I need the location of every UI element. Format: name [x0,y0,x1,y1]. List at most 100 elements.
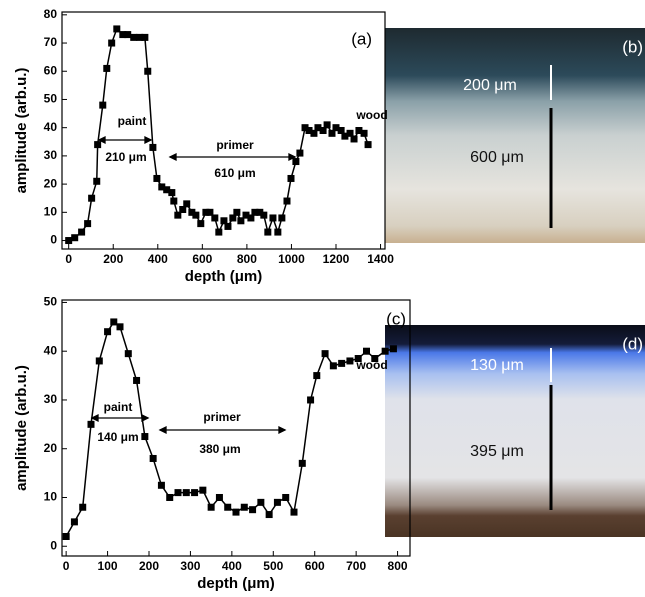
marker [202,208,210,216]
y-tick-label: 0 [50,233,57,247]
x-axis-label: depth (μm) [185,268,263,285]
marker [197,220,205,228]
x-tick-label: 200 [103,252,123,266]
marker [249,506,257,514]
marker [174,211,182,219]
marker [301,124,309,132]
y-tick-label: 40 [44,343,58,357]
marker [237,217,245,225]
marker [141,33,149,41]
plot-frame [61,299,411,557]
marker [65,237,73,245]
marker [224,222,232,230]
annotation: 210 μm [105,150,146,164]
marker [220,217,228,225]
annotation: primer [216,138,254,152]
marker [211,214,219,222]
marker [290,508,298,516]
marker [158,183,166,191]
marker [355,127,363,134]
y-tick-label: 60 [44,63,58,77]
marker [274,228,282,236]
marker [329,362,337,370]
marker [313,372,321,380]
marker [332,124,340,132]
marker [364,141,372,149]
y-tick-label: 10 [44,490,58,504]
x-tick-label: 1000 [278,252,305,266]
marker [346,357,354,365]
marker [389,345,397,353]
marker [94,141,102,149]
y-axis-label: amplitude (arb.u.) [13,68,30,194]
marker [323,121,331,129]
photo-d [385,325,645,537]
marker [153,174,161,182]
marker [273,498,281,506]
marker [93,177,101,185]
x-tick-label: 0 [63,559,70,573]
y-tick-label: 20 [44,176,58,190]
marker [247,214,255,222]
marker [292,158,300,166]
marker [283,197,291,205]
marker [124,350,132,358]
marker [321,350,329,358]
marker [298,459,306,467]
marker [149,143,157,151]
annotation: wood [355,108,387,122]
y-tick-label: 70 [44,35,58,49]
y-tick-label: 10 [44,204,58,218]
marker [95,357,103,365]
marker [182,489,190,497]
y-tick-label: 50 [44,295,58,309]
marker [79,503,87,511]
marker [233,208,241,216]
marker [78,228,86,236]
marker [104,328,112,336]
marker [157,481,165,489]
marker [341,132,349,140]
marker [328,129,336,137]
marker [269,214,277,222]
marker [103,64,111,72]
marker [207,503,215,511]
marker [240,503,248,511]
marker [256,208,264,216]
marker [88,194,96,202]
marker [381,347,389,355]
scale-label: 130 μm [470,357,524,374]
x-tick-label: 400 [222,559,242,573]
arrows [90,135,297,435]
panel-label: (b) [622,37,643,56]
marker [338,359,346,367]
marker [264,228,272,236]
marker [199,486,207,494]
y-tick-label: 20 [44,441,58,455]
marker [87,420,95,428]
marker [287,174,295,182]
annotation: (c) [386,309,406,328]
panel-label: (d) [622,334,643,353]
marker [257,498,265,506]
annotation: 610 μm [214,166,255,180]
x-tick-label: 200 [139,559,159,573]
y-tick-label: 80 [44,7,58,21]
x-tick-label: 600 [305,559,325,573]
plot-frame [61,11,386,250]
annotation: primer [203,410,241,424]
marker [141,433,149,441]
y-tick-label: 50 [44,92,58,106]
scale-label: 395 μm [470,443,524,460]
x-tick-label: 0 [65,252,72,266]
marker [354,355,362,363]
marker [314,124,322,132]
x-tick-label: 800 [237,252,257,266]
marker [296,149,304,157]
data-line [68,27,369,242]
x-axis-label: depth (μm) [197,575,275,592]
marker [232,508,240,516]
annotation: paint [118,114,147,128]
marker [113,25,121,33]
